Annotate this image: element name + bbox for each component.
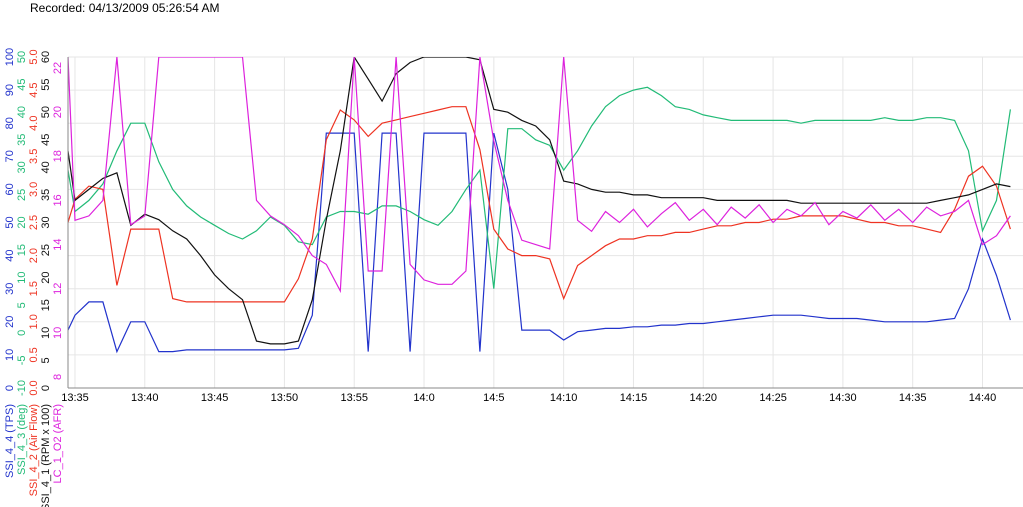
axis-title: LC_1_O2 (AFR) bbox=[52, 404, 64, 483]
y-tick-label: 5.0 bbox=[28, 49, 40, 64]
y-tick-label: 0 bbox=[4, 385, 16, 391]
y-tick-label: 10 bbox=[4, 349, 16, 361]
y-tick-label: 25 bbox=[40, 244, 52, 256]
y-tick-label: 5 bbox=[40, 357, 52, 363]
x-tick-label: 13:35 bbox=[61, 392, 89, 404]
y-tick-label: 60 bbox=[40, 51, 52, 63]
y-tick-label: 4.0 bbox=[28, 116, 40, 131]
axis-title: SSI_4_4 (TPS) bbox=[4, 404, 16, 478]
y-tick-label: 50 bbox=[4, 216, 16, 228]
series-line bbox=[68, 86, 1011, 289]
y-tick-label: 0 bbox=[16, 330, 28, 336]
y-tick-label: 0.0 bbox=[28, 380, 40, 395]
y-tick-label: 40 bbox=[40, 161, 52, 173]
x-tick-label: 14:5 bbox=[483, 392, 504, 404]
y-tick-label: 18 bbox=[52, 150, 64, 162]
series-line bbox=[68, 132, 1011, 354]
y-tick-label: 70 bbox=[4, 150, 16, 162]
x-tick-label: 14:35 bbox=[899, 392, 927, 404]
x-tick-label: 14:25 bbox=[759, 392, 787, 404]
y-tick-label: 12 bbox=[52, 283, 64, 295]
series-line bbox=[68, 106, 1011, 303]
y-tick-label: 15 bbox=[40, 299, 52, 311]
y-tick-label: 0 bbox=[40, 385, 52, 391]
x-tick-label: 14:40 bbox=[969, 392, 997, 404]
y-tick-label: 50 bbox=[16, 51, 28, 63]
y-tick-label: 3.0 bbox=[28, 182, 40, 197]
y-tick-label: -5 bbox=[16, 356, 28, 366]
x-tick-label: 13:55 bbox=[340, 392, 368, 404]
y-tick-label: 100 bbox=[4, 48, 16, 66]
x-tick-label: 14:15 bbox=[620, 392, 648, 404]
y-tick-label: 20 bbox=[52, 106, 64, 118]
x-tick-label: 14:20 bbox=[690, 392, 718, 404]
y-tick-label: 60 bbox=[4, 183, 16, 195]
x-tick-label: 13:50 bbox=[271, 392, 299, 404]
y-tick-label: 1.0 bbox=[28, 314, 40, 329]
y-tick-label: 45 bbox=[16, 78, 28, 90]
y-tick-label: 1.5 bbox=[28, 281, 40, 296]
y-tick-label: 4.5 bbox=[28, 82, 40, 97]
axis-title: SSI_4_1 (RPM x 100) bbox=[40, 404, 52, 507]
y-tick-label: 30 bbox=[40, 216, 52, 228]
y-tick-label: 25 bbox=[16, 189, 28, 201]
y-tick-label: 35 bbox=[16, 134, 28, 146]
axis-title: SSI_4_2 (Air Flow) bbox=[28, 404, 40, 496]
y-tick-label: 20 bbox=[4, 316, 16, 328]
y-tick-label: 14 bbox=[52, 238, 64, 250]
y-tick-label: 45 bbox=[40, 134, 52, 146]
y-tick-label: 3.5 bbox=[28, 149, 40, 164]
y-tick-label: 15 bbox=[16, 244, 28, 256]
y-tick-label: 20 bbox=[16, 216, 28, 228]
y-tick-label: 20 bbox=[40, 272, 52, 284]
y-tick-label: 10 bbox=[16, 272, 28, 284]
plot-lines bbox=[68, 57, 1011, 354]
series-line bbox=[68, 57, 1011, 345]
y-tick-label: 0.5 bbox=[28, 347, 40, 362]
x-tick-label: 14:30 bbox=[829, 392, 857, 404]
axis-title: SSI_4_3 (deg) bbox=[16, 404, 28, 475]
y-tick-label: 55 bbox=[40, 78, 52, 90]
y-tick-label: 90 bbox=[4, 84, 16, 96]
y-tick-label: 22 bbox=[52, 62, 64, 74]
x-tick-label: 14:0 bbox=[413, 392, 434, 404]
y-tick-label: 30 bbox=[16, 161, 28, 173]
y-tick-label: 50 bbox=[40, 106, 52, 118]
series-line bbox=[68, 57, 1011, 294]
recorded-label: Recorded: 04/13/2009 05:26:54 AM bbox=[30, 1, 219, 15]
y-tick-label: 80 bbox=[4, 117, 16, 129]
x-tick-label: 13:40 bbox=[131, 392, 159, 404]
y-tick-label: 8 bbox=[52, 374, 64, 380]
x-tick-label: 13:45 bbox=[201, 392, 229, 404]
y-tick-label: 2.0 bbox=[28, 248, 40, 263]
y-tick-label: 35 bbox=[40, 189, 52, 201]
y-tick-label: 5 bbox=[16, 302, 28, 308]
y-tick-label: -10 bbox=[16, 380, 28, 396]
y-tick-label: 16 bbox=[52, 194, 64, 206]
y-tick-label: 10 bbox=[40, 327, 52, 339]
y-tick-label: 2.5 bbox=[28, 215, 40, 230]
y-tick-label: 40 bbox=[16, 106, 28, 118]
y-tick-label: 30 bbox=[4, 283, 16, 295]
x-tick-label: 14:10 bbox=[550, 392, 578, 404]
y-tick-label: 40 bbox=[4, 249, 16, 261]
y-tick-label: 10 bbox=[52, 327, 64, 339]
